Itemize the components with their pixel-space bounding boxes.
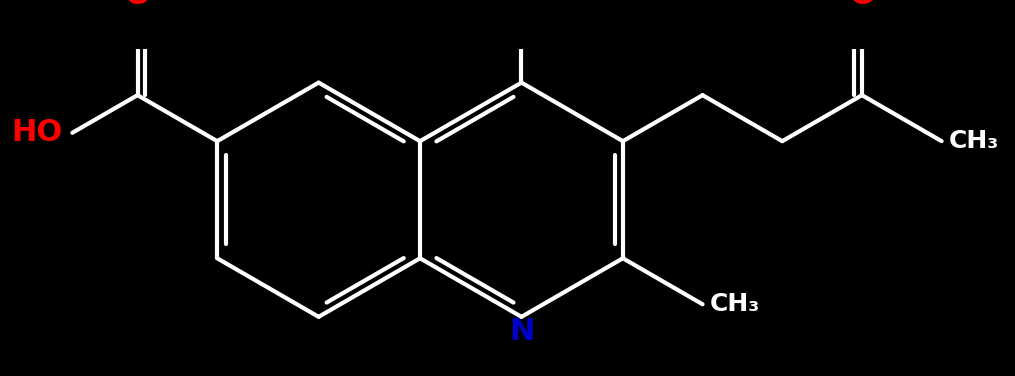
Text: CH₃: CH₃ [709,292,759,316]
Text: N: N [509,317,534,346]
Text: O: O [125,0,150,10]
Text: Cl: Cl [505,0,538,5]
Text: O: O [849,0,875,10]
Text: CH₃: CH₃ [948,129,999,153]
Text: HO: HO [11,118,62,147]
